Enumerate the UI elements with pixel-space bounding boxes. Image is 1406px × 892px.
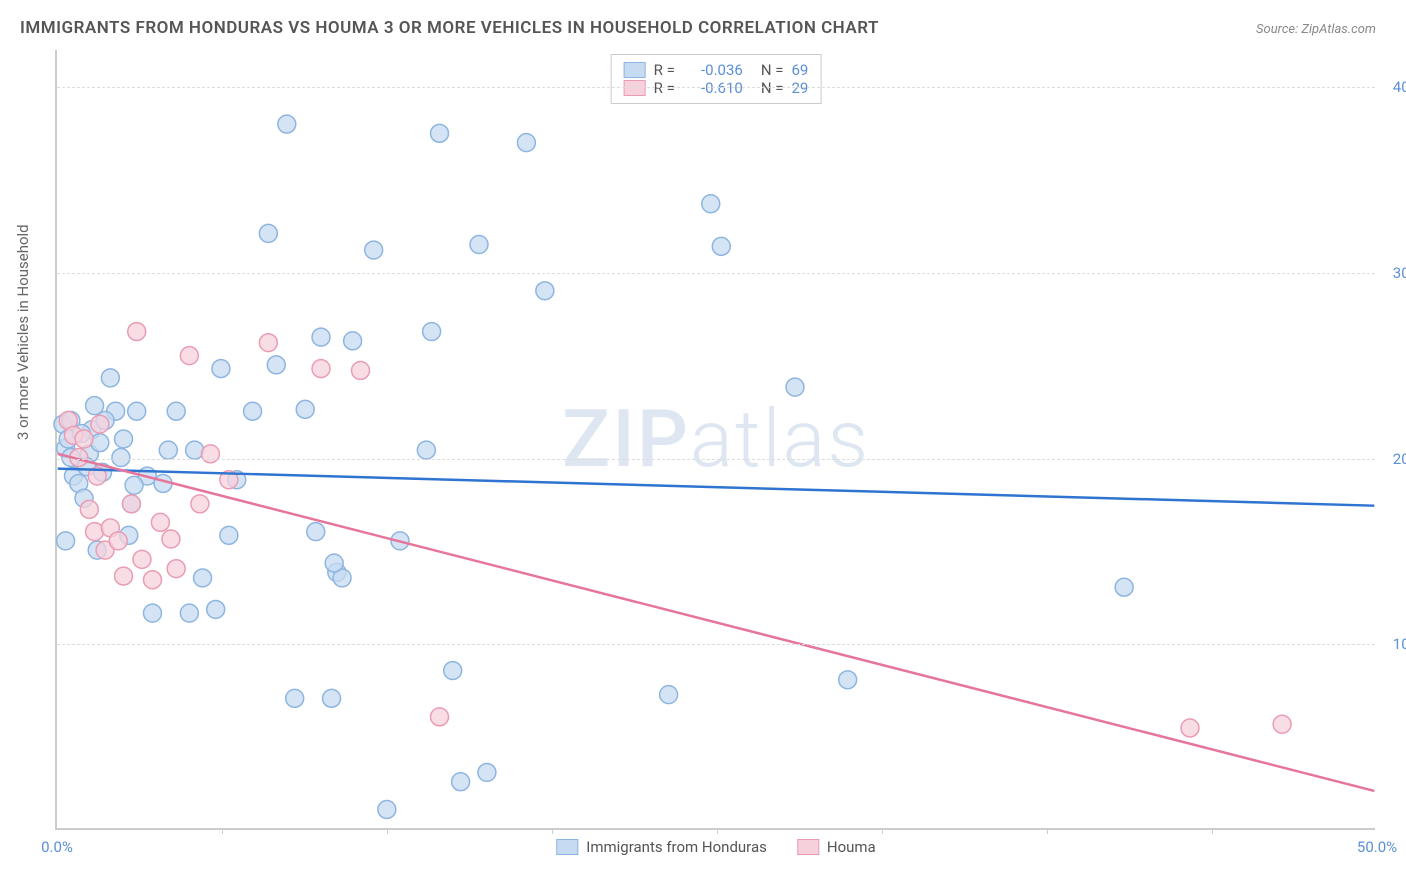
chart-title: IMMIGRANTS FROM HONDURAS VS HOUMA 3 OR M… [20, 18, 879, 38]
legend-swatch [556, 839, 578, 855]
scatter-point [259, 334, 277, 352]
scatter-point [207, 600, 225, 618]
scatter-point [194, 569, 212, 587]
trend-line [58, 469, 1375, 506]
scatter-point [786, 378, 804, 396]
scatter-point [312, 360, 330, 378]
legend-bottom-item: Immigrants from Honduras [556, 838, 767, 856]
scatter-point [286, 689, 304, 707]
xtick-mark [882, 828, 883, 834]
scatter-point [220, 526, 238, 544]
legend-series-label: Houma [827, 838, 876, 856]
scatter-point [162, 530, 180, 548]
scatter-point [57, 532, 75, 550]
scatter-point [191, 495, 209, 513]
scatter-point [259, 224, 277, 242]
scatter-point [423, 323, 441, 341]
scatter-point [212, 360, 230, 378]
scatter-point [167, 402, 185, 420]
scatter-point [159, 441, 177, 459]
scatter-point [144, 571, 162, 589]
scatter-point [517, 134, 535, 152]
scatter-point [417, 441, 435, 459]
y-axis-label: 3 or more Vehicles in Household [14, 224, 32, 440]
scatter-point [478, 763, 496, 781]
gridline [57, 87, 1375, 88]
trend-line [58, 454, 1375, 791]
scatter-point [128, 323, 146, 341]
scatter-point [1181, 719, 1199, 737]
scatter-point [365, 241, 383, 259]
scatter-point [325, 554, 343, 572]
scatter-point [378, 800, 396, 818]
scatter-point [307, 523, 325, 541]
scatter-point [115, 430, 133, 448]
scatter-point [133, 550, 151, 568]
scatter-point [112, 449, 130, 467]
scatter-point [444, 662, 462, 680]
scatter-point [312, 328, 330, 346]
xtick-label: 50.0% [1357, 838, 1397, 856]
scatter-point [470, 236, 488, 254]
scatter-point [101, 369, 119, 387]
scatter-point [712, 237, 730, 255]
scatter-point [115, 567, 133, 585]
scatter-point [452, 773, 470, 791]
scatter-point [151, 513, 169, 531]
scatter-point [128, 402, 146, 420]
scatter-point [352, 361, 370, 379]
legend-bottom: Immigrants from Honduras Houma [556, 838, 875, 856]
scatter-point [323, 689, 341, 707]
xtick-mark [387, 828, 388, 834]
scatter-point [186, 441, 204, 459]
scatter-point [702, 195, 720, 213]
xtick-label: 0.0% [41, 838, 73, 856]
scatter-point [122, 495, 140, 513]
scatter-point [75, 430, 93, 448]
scatter-point [1273, 715, 1291, 733]
scatter-point [91, 434, 109, 452]
ytick-label: 10.0% [1393, 635, 1406, 653]
scatter-point [167, 560, 185, 578]
xtick-mark [552, 828, 553, 834]
gridline [57, 273, 1375, 274]
scatter-plot [57, 50, 1375, 828]
scatter-point [144, 604, 162, 622]
scatter-point [109, 532, 127, 550]
xtick-mark [1212, 828, 1213, 834]
scatter-point [296, 400, 314, 418]
scatter-point [431, 708, 449, 726]
scatter-point [86, 523, 104, 541]
scatter-point [278, 115, 296, 133]
scatter-point [344, 332, 362, 350]
ytick-label: 30.0% [1393, 264, 1406, 282]
ytick-label: 40.0% [1393, 78, 1406, 96]
scatter-point [180, 604, 198, 622]
ytick-label: 20.0% [1393, 450, 1406, 468]
legend-bottom-item: Houma [797, 838, 876, 856]
legend-series-label: Immigrants from Honduras [586, 838, 767, 856]
plot-area: ZIPatlas R =-0.036N =69R =-0.610N =29 Im… [55, 50, 1375, 830]
xtick-mark [717, 828, 718, 834]
scatter-point [267, 356, 285, 374]
scatter-point [1115, 578, 1133, 596]
scatter-point [244, 402, 262, 420]
legend-swatch [797, 839, 819, 855]
scatter-point [91, 415, 109, 433]
scatter-point [80, 500, 98, 518]
gridline [57, 644, 1375, 645]
scatter-point [125, 476, 143, 494]
scatter-point [431, 124, 449, 142]
scatter-point [201, 445, 219, 463]
source-label: Source: ZipAtlas.com [1256, 22, 1376, 37]
scatter-point [660, 686, 678, 704]
scatter-point [180, 347, 198, 365]
scatter-point [536, 282, 554, 300]
scatter-point [839, 671, 857, 689]
gridline [57, 459, 1375, 460]
xtick-mark [222, 828, 223, 834]
xtick-mark [1047, 828, 1048, 834]
